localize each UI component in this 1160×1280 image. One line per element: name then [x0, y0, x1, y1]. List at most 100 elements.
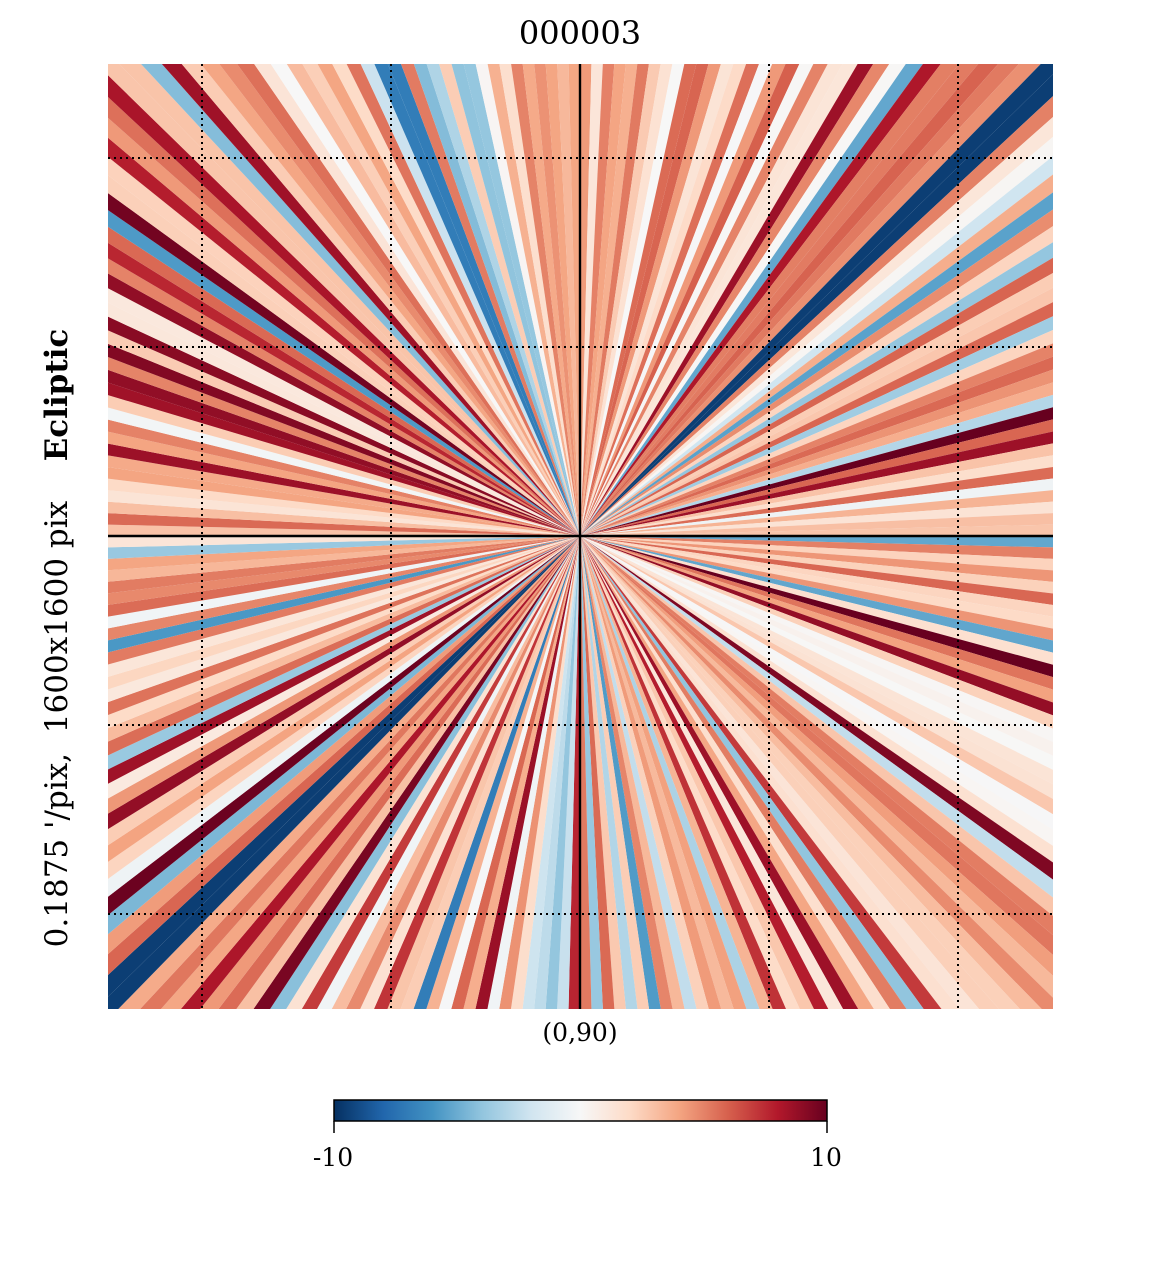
map-ray [580, 536, 874, 1009]
map-ray [374, 64, 580, 536]
map-ray [108, 536, 580, 799]
map-ray [346, 64, 580, 536]
map-ray [400, 536, 580, 1009]
map-ray [108, 536, 580, 975]
map-ray [580, 536, 1053, 785]
map-ray [580, 382, 1053, 536]
map-ray [108, 443, 580, 536]
map-ray [580, 273, 1053, 536]
map-ray [580, 536, 734, 1009]
map-ray [580, 536, 800, 1009]
map-ray [580, 536, 907, 1009]
gnomonic-map [108, 64, 1053, 1009]
map-ray [580, 536, 685, 1009]
map-ray [580, 64, 874, 536]
map-ray [108, 536, 580, 846]
map-ray [580, 536, 1053, 756]
map-ray [108, 536, 580, 830]
map-ray [580, 536, 747, 1009]
map-ray [236, 536, 580, 1009]
map-ray [108, 419, 580, 536]
map-ray [580, 443, 1053, 536]
map-ray [580, 419, 1053, 536]
projection-info-label: 0.1875 '/pix, 1600x1600 pix Ecliptic [39, 329, 75, 948]
map-ray [360, 64, 580, 536]
map-ray [522, 64, 580, 536]
map-ray [108, 258, 580, 536]
map-ray [108, 536, 580, 770]
map-ray [580, 329, 1053, 536]
map-ray [580, 536, 626, 1009]
map-ray [580, 536, 924, 1009]
map-ray [439, 64, 580, 536]
map-ray [108, 343, 580, 536]
map-ray [108, 501, 580, 536]
map-ray [108, 536, 580, 862]
map-ray [270, 64, 580, 536]
map-ray [580, 536, 1053, 594]
map-ray [580, 64, 1019, 536]
map-ray [108, 536, 580, 665]
map-ray [332, 64, 580, 536]
map-ray [580, 536, 1020, 1009]
map-ray [580, 356, 1053, 536]
graticule [108, 64, 1053, 1009]
map-ray [108, 536, 580, 617]
map-ray [487, 536, 580, 1009]
colorbar-max-label: 10 [810, 1143, 842, 1172]
map-ray [286, 64, 580, 536]
map-ray [580, 64, 673, 536]
map-ray [580, 536, 1053, 898]
colorbar [333, 1099, 828, 1133]
map-ray [108, 175, 580, 536]
map-ray [580, 466, 1053, 536]
map-ray [580, 343, 1053, 536]
map-ray [108, 137, 580, 536]
map-ray [426, 64, 580, 536]
map-ray [108, 536, 580, 955]
chart-title: 000003 [518, 14, 642, 52]
map-ray [580, 369, 1053, 536]
map-ray [580, 536, 942, 1009]
map-ray [580, 536, 773, 1009]
map-ray [108, 536, 580, 814]
map-ray [580, 64, 721, 536]
map-ray [580, 536, 1053, 716]
map-ray [108, 357, 580, 536]
map-ray [580, 536, 673, 1009]
map-ray [580, 64, 661, 536]
map-rays [108, 64, 1053, 1009]
center-coordinate-label: (0,90) [542, 1018, 618, 1047]
map-ray [580, 536, 760, 1009]
map-ray [580, 536, 697, 1009]
map-ray [108, 536, 580, 690]
map-ray [580, 64, 786, 536]
map-ray [580, 536, 1053, 863]
map-ray [580, 287, 1053, 536]
map-ray [108, 536, 580, 879]
map-ray [580, 431, 1053, 536]
map-ray [108, 536, 580, 897]
map-ray [108, 536, 580, 1009]
map-ray [580, 536, 1053, 729]
map-ray [108, 330, 580, 536]
map-ray [580, 536, 980, 1009]
map-ray [580, 64, 979, 536]
map-ray [580, 536, 1053, 830]
map-ray [219, 64, 580, 536]
map-ray [580, 490, 1053, 536]
map-ray [580, 536, 1000, 1009]
map-ray [108, 536, 580, 571]
map-ray [387, 64, 580, 536]
map-ray [580, 156, 1053, 536]
map-ray [161, 64, 580, 536]
map-ray [200, 536, 580, 1009]
map-ray [580, 174, 1053, 536]
map-ray [108, 536, 580, 594]
map-ray [580, 536, 638, 1009]
map-ray [580, 536, 1053, 743]
map-ray [580, 96, 1053, 536]
map-ray [108, 536, 580, 677]
map-ray [580, 302, 1053, 536]
